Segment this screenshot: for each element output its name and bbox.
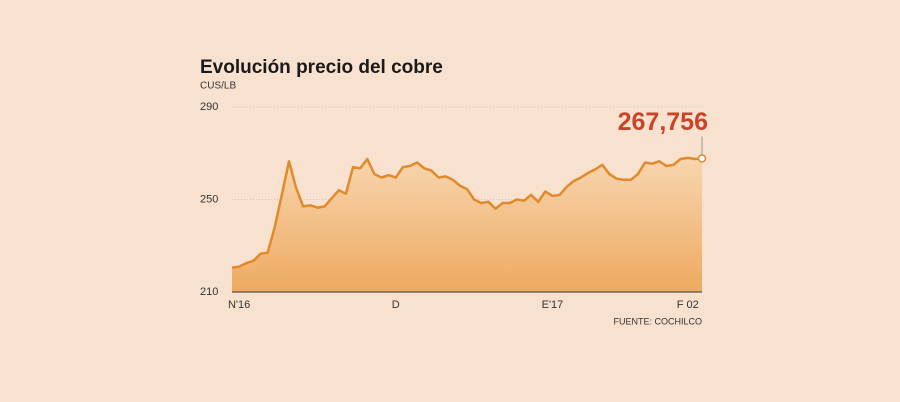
area bbox=[232, 157, 702, 292]
y-tick-label: 290 bbox=[200, 101, 218, 113]
x-tick-label: N'16 bbox=[228, 299, 250, 311]
source: FUENTE: COCHILCO bbox=[613, 316, 702, 326]
x-tick-label: E'17 bbox=[542, 299, 564, 311]
x-tick-label: F 02 bbox=[677, 299, 699, 311]
y-tick-label: 250 bbox=[200, 193, 218, 205]
chart-title: Evolución precio del cobre bbox=[200, 57, 443, 78]
x-tick-label: D bbox=[392, 299, 400, 311]
point bbox=[697, 154, 707, 163]
line bbox=[231, 156, 703, 269]
value-label: 267,756 bbox=[618, 108, 708, 136]
chart-subtitle: CUS/LB bbox=[200, 81, 236, 92]
y-tick-label: 210 bbox=[200, 286, 218, 298]
